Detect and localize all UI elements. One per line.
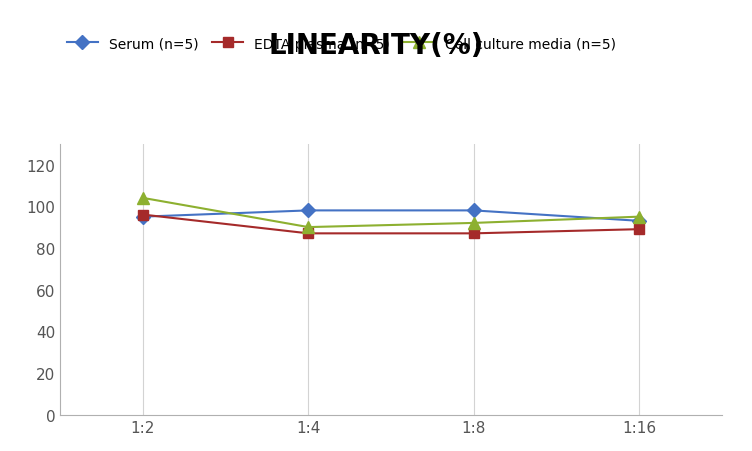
Line: Cell culture media (n=5): Cell culture media (n=5) [138, 193, 644, 233]
Serum (n=5) [304, 208, 313, 214]
Legend: Serum (n=5), EDTA plasma (n=5), Cell culture media (n=5): Serum (n=5), EDTA plasma (n=5), Cell cul… [67, 37, 616, 51]
Line: EDTA plasma (n=5): EDTA plasma (n=5) [138, 210, 644, 239]
Cell culture media (n=5) [635, 215, 644, 220]
Line: Serum (n=5): Serum (n=5) [138, 206, 644, 226]
Serum (n=5) [635, 219, 644, 224]
EDTA plasma (n=5) [304, 231, 313, 236]
EDTA plasma (n=5) [138, 212, 147, 218]
Serum (n=5) [469, 208, 478, 214]
Text: LINEARITY(%): LINEARITY(%) [268, 32, 484, 60]
Cell culture media (n=5) [304, 225, 313, 230]
Cell culture media (n=5) [138, 196, 147, 201]
Serum (n=5) [138, 215, 147, 220]
EDTA plasma (n=5) [469, 231, 478, 236]
Cell culture media (n=5) [469, 221, 478, 226]
EDTA plasma (n=5) [635, 227, 644, 232]
